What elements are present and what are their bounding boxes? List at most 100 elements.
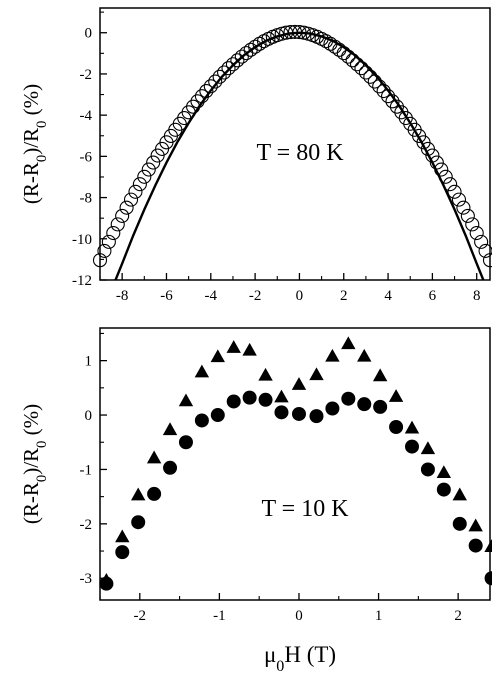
y-tick-label: 0 [85,26,93,42]
data-point-filled-triangle [357,348,372,362]
data-point-filled-circle [405,439,419,454]
data-point-filled-triangle [341,336,356,350]
x-tick-label: 2 [340,288,348,304]
x-tick-label: -8 [116,288,129,304]
y-tick-label: -1 [80,462,93,478]
data-point-filled-circle [258,392,273,407]
y-tick-label: 1 [85,354,93,370]
data-point-open-circle [110,217,125,232]
x-tick-label: -2 [134,608,147,624]
y-tick-label: -6 [80,149,93,165]
x-tick-label: 2 [454,608,462,624]
data-point-filled-circle [357,397,372,412]
data-marks [99,336,492,591]
y-tick-label: -8 [80,191,93,207]
data-point-filled-circle [242,390,257,405]
data-point-filled-circle [420,462,435,477]
x-tick-label: -4 [205,288,218,304]
data-point-open-circle [469,225,484,241]
data-point-filled-circle [194,413,209,428]
y-axis-label: (R-R0)/R0 (%) [19,84,50,204]
data-point-filled-triangle [258,367,273,381]
y-tick-label: 0 [85,408,93,424]
y-tick-label: -12 [72,273,92,289]
data-point-open-circle [478,243,492,258]
data-point-open-circle [482,253,492,268]
data-point-filled-triangle [452,487,467,501]
data-point-open-circle [451,192,467,207]
data-marks [92,24,492,281]
data-point-filled-triangle [420,441,436,455]
data-point-filled-circle [115,545,130,560]
data-point-open-circle [132,177,147,192]
tick-labels: -2 -1 0 1 2 1 0 -1 -2 -3 [80,354,462,624]
data-point-filled-circle [309,409,324,424]
data-point-open-circle [234,49,249,64]
data-point-filled-circle [210,408,225,423]
data-point-filled-circle [325,401,340,416]
data-point-filled-circle [452,516,467,531]
data-point-filled-circle [131,515,146,530]
data-point-open-circle [92,253,108,268]
x-tick-label: 6 [429,288,437,304]
data-point-open-circle [119,200,134,215]
x-tick-label: 1 [375,608,383,624]
data-point-filled-circle [99,576,114,591]
axis-ticks [99,11,478,281]
y-axis-label: (R-R0)/R0 (%) [19,404,50,524]
data-point-open-circle [460,208,475,223]
panel-80k: -8 -6 -4 -2 0 2 4 6 8 0 -2 -4 -6 -8 -10 -12 T = 80 K (R… [19,7,492,304]
plot-frame [99,7,491,281]
data-point-filled-circle [484,571,492,586]
x-tick-label: -1 [213,608,226,624]
x-tick-label: 8 [473,288,481,304]
data-point-filled-circle [436,482,451,497]
temperature-label: T = 80 K [256,140,344,166]
data-point-open-circle [146,155,161,170]
data-point-open-circle [128,184,143,199]
y-tick-label: -4 [80,108,93,124]
data-point-open-circle [203,79,218,94]
y-tick-label: -2 [80,67,93,83]
data-point-open-circle [101,234,116,249]
data-point-filled-triangle [242,342,257,356]
data-point-open-circle [141,162,156,177]
data-point-filled-circle [468,538,483,553]
data-point-filled-circle [291,406,306,421]
data-point-filled-triangle [131,487,146,501]
data-point-open-circle [456,200,471,215]
data-point-open-circle [252,36,267,51]
data-point-filled-circle [178,435,193,450]
temperature-label: T = 10 K [261,496,349,522]
data-point-open-circle [123,192,139,207]
data-point-open-circle [217,65,232,80]
data-point-filled-circle [274,405,289,420]
data-point-filled-triangle [162,422,178,436]
plot-frame [99,327,491,601]
data-point-open-circle [97,243,112,258]
data-point-filled-triangle [436,465,452,479]
x-tick-label: 4 [384,288,392,304]
data-point-filled-circle [373,399,388,414]
data-point-filled-triangle [210,349,225,363]
x-tick-label: -6 [160,288,173,304]
data-point-open-circle [447,184,462,199]
y-tick-label: -10 [72,232,92,248]
data-point-open-circle [212,69,227,84]
data-point-filled-triangle [146,450,162,464]
data-point-filled-triangle [226,340,241,353]
data-point-open-circle [349,57,365,72]
data-point-open-circle [208,74,223,89]
y-tick-label: -3 [80,571,93,587]
data-point-open-circle [106,225,121,241]
data-point-filled-triangle [309,367,324,381]
x-axis-label: μ0H (T) [264,642,336,675]
y-tick-label: -2 [80,517,93,533]
data-point-open-circle [230,53,245,68]
data-point-open-circle [474,234,489,249]
data-point-filled-circle [389,420,404,435]
data-point-open-circle [115,208,130,223]
data-point-open-circle [221,61,236,76]
tick-labels: -8 -6 -4 -2 0 2 4 6 8 0 -2 -4 -6 -8 -10 -12 [72,26,480,304]
